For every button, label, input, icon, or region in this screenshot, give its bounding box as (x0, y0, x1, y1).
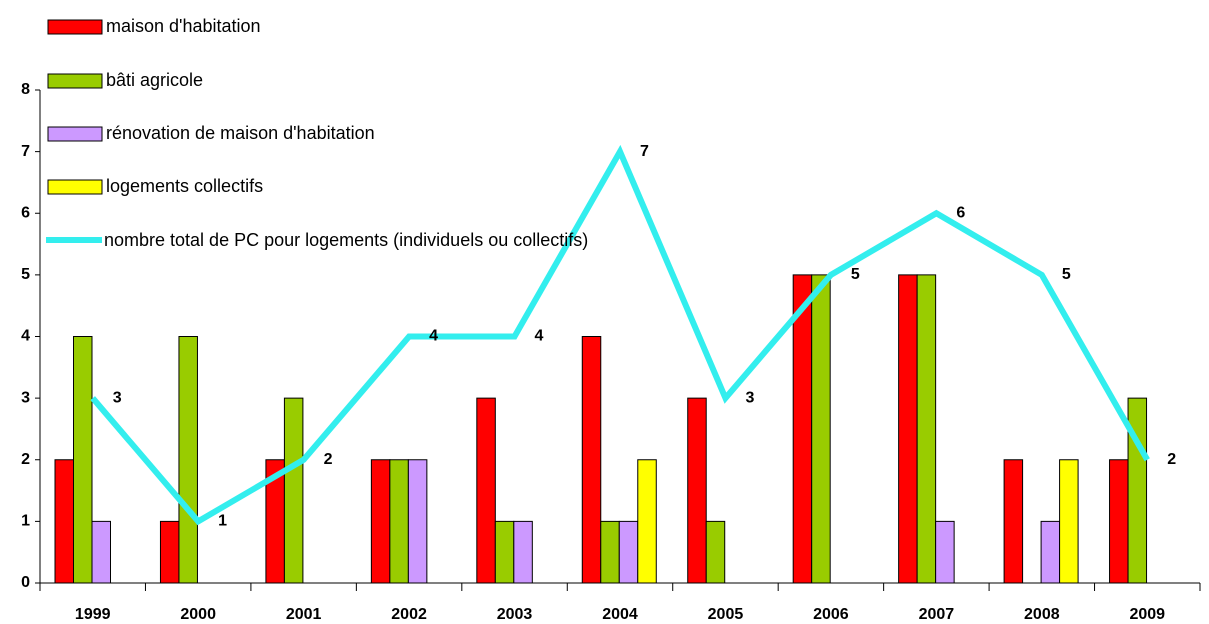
bar (811, 274, 831, 584)
legend-swatch (47, 126, 103, 142)
bar (91, 520, 111, 584)
bar (370, 459, 391, 584)
data-label: 5 (1062, 266, 1071, 283)
bar (159, 520, 180, 584)
x-tick-label: 2009 (1129, 606, 1165, 623)
x-tick-label: 2008 (1024, 606, 1060, 623)
bar (494, 520, 515, 584)
legend-swatch (47, 179, 103, 195)
legend-swatch (47, 73, 103, 89)
y-tick-label: 1 (21, 513, 30, 530)
y-tick-label: 7 (21, 143, 30, 160)
bar (1109, 459, 1129, 584)
x-tick-label: 2003 (497, 606, 533, 623)
y-tick-label: 3 (21, 389, 30, 406)
x-tick-label: 2002 (391, 606, 427, 623)
legend-label: nombre total de PC pour logements (indiv… (104, 230, 589, 250)
data-label: 1 (218, 513, 227, 530)
bar (581, 336, 602, 584)
x-tick-label: 2001 (286, 606, 322, 623)
y-tick-label: 8 (21, 81, 30, 98)
data-label: 3 (113, 389, 122, 406)
bar (54, 459, 74, 584)
bar (1040, 520, 1061, 584)
y-tick-label: 6 (21, 204, 30, 221)
data-label: 7 (640, 143, 649, 160)
data-label: 4 (535, 328, 544, 345)
x-tick-label: 2004 (602, 606, 638, 623)
bar (792, 274, 813, 584)
x-tick-label: 2007 (919, 606, 955, 623)
bar (687, 397, 707, 584)
legend-label-box: nombre total de PC pour logements (indiv… (104, 230, 589, 250)
bar (916, 274, 937, 584)
y-tick-label: 5 (21, 266, 30, 283)
data-label: 6 (956, 204, 965, 221)
y-tick-label: 4 (21, 328, 30, 345)
legend-swatch (47, 19, 103, 35)
bar (1059, 459, 1079, 584)
bar (705, 520, 726, 584)
bar (389, 459, 409, 584)
bar (73, 336, 93, 584)
legend-label: bâti agricole (106, 70, 203, 90)
legend-label: rénovation de maison d'habitation (106, 123, 375, 143)
bar (1003, 459, 1024, 584)
bar (283, 397, 304, 584)
data-label: 2 (1167, 451, 1176, 468)
bar (898, 274, 918, 584)
bar (637, 459, 657, 584)
legend-label: logements collectifs (106, 176, 263, 196)
y-tick-label: 0 (21, 574, 30, 591)
x-tick-label: 2000 (180, 606, 216, 623)
bar (476, 397, 496, 584)
bar (513, 520, 533, 584)
bar (600, 520, 620, 584)
bar (935, 520, 955, 584)
y-tick-label: 2 (21, 451, 30, 468)
data-label: 5 (851, 266, 860, 283)
legend-label: maison d'habitation (106, 16, 261, 36)
data-label: 2 (324, 451, 333, 468)
data-label: 3 (745, 389, 754, 406)
bar (178, 336, 198, 584)
x-tick-label: 2005 (708, 606, 744, 623)
bar (618, 520, 639, 584)
data-label: 4 (429, 328, 438, 345)
x-tick-label: 1999 (75, 606, 111, 623)
x-tick-label: 2006 (813, 606, 849, 623)
bar (407, 459, 428, 584)
total-line (90, 144, 1150, 526)
